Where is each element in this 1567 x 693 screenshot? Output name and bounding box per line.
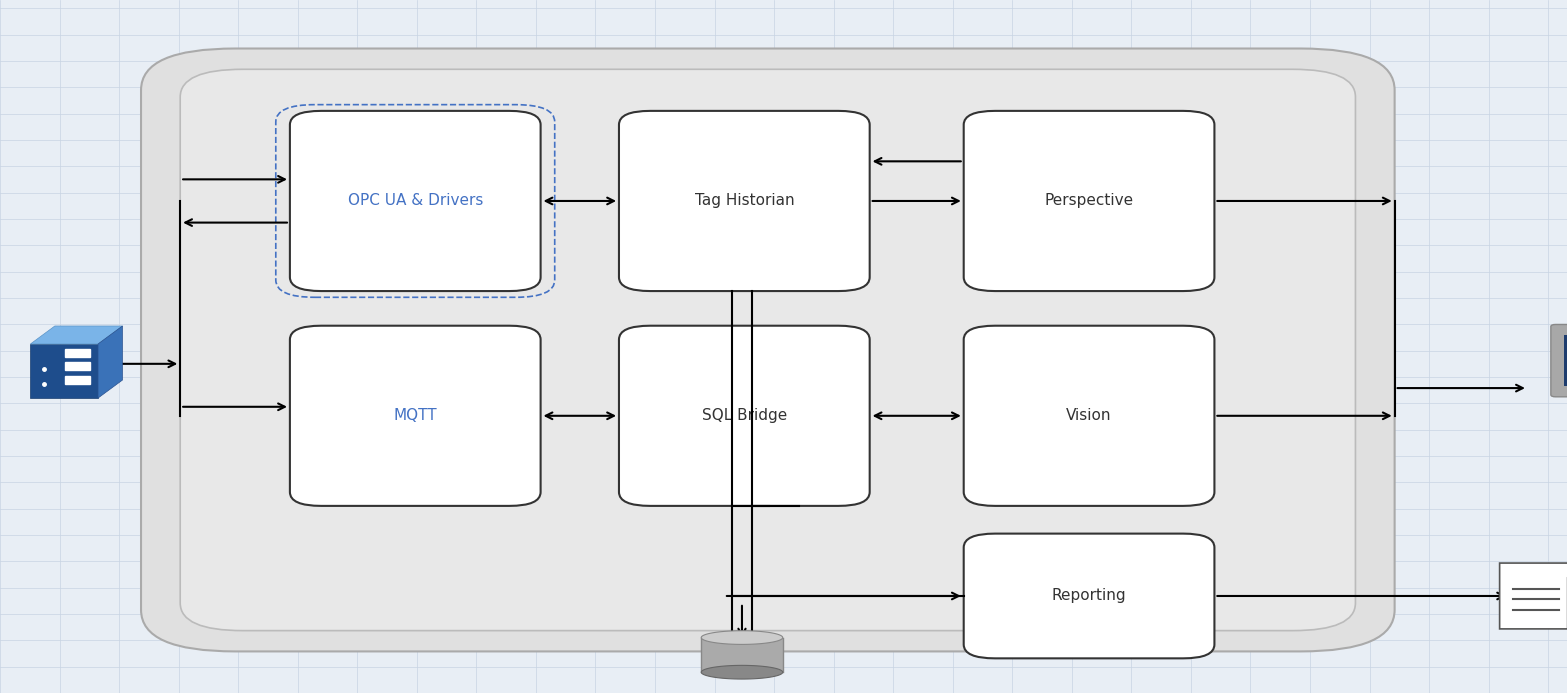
Polygon shape xyxy=(66,362,89,369)
Polygon shape xyxy=(66,376,89,384)
Text: Reporting: Reporting xyxy=(1051,588,1127,604)
FancyBboxPatch shape xyxy=(619,326,870,506)
FancyBboxPatch shape xyxy=(1551,324,1567,397)
Polygon shape xyxy=(702,631,784,644)
Text: SQL Bridge: SQL Bridge xyxy=(702,408,787,423)
Text: OPC UA & Drivers: OPC UA & Drivers xyxy=(348,193,483,209)
FancyBboxPatch shape xyxy=(964,534,1214,658)
FancyBboxPatch shape xyxy=(290,326,541,506)
Polygon shape xyxy=(702,638,784,672)
Text: MQTT: MQTT xyxy=(393,408,437,423)
FancyBboxPatch shape xyxy=(141,49,1395,651)
Text: Perspective: Perspective xyxy=(1045,193,1133,209)
Text: Tag Historian: Tag Historian xyxy=(694,193,794,209)
FancyBboxPatch shape xyxy=(964,111,1214,291)
Polygon shape xyxy=(702,665,784,679)
Polygon shape xyxy=(1500,563,1567,629)
Text: Vision: Vision xyxy=(1066,408,1113,423)
FancyBboxPatch shape xyxy=(619,111,870,291)
FancyBboxPatch shape xyxy=(290,111,541,291)
Polygon shape xyxy=(30,344,99,398)
Polygon shape xyxy=(66,349,89,357)
FancyBboxPatch shape xyxy=(180,69,1355,631)
Polygon shape xyxy=(99,326,122,398)
FancyBboxPatch shape xyxy=(964,326,1214,506)
FancyBboxPatch shape xyxy=(1564,335,1567,387)
Polygon shape xyxy=(30,326,122,344)
